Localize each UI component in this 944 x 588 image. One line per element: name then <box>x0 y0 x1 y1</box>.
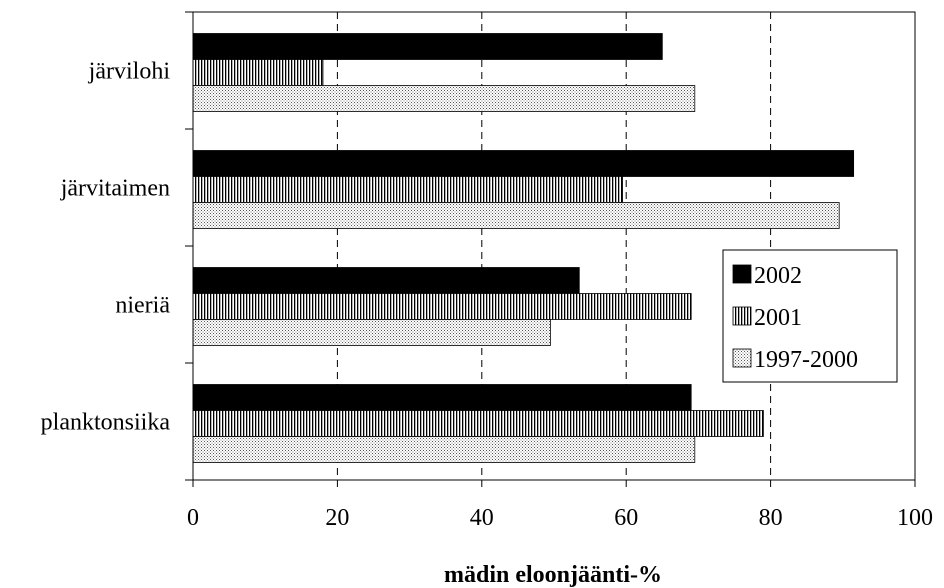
legend: 2002 2001 1997-2000 <box>722 249 898 383</box>
x-tick-label: 20 <box>325 505 349 531</box>
axes <box>185 11 916 487</box>
bar-2001-planktonsiika <box>192 410 764 437</box>
bar-1997-2000-järvilohi <box>192 85 696 112</box>
legend-box <box>722 249 898 383</box>
legend-label-2001: 2001 <box>754 305 802 331</box>
bar-2001-järvitaimen <box>192 176 623 203</box>
bars <box>192 33 855 463</box>
bar-2002-planktonsiika <box>192 384 692 411</box>
x-tick-labels: 0 20 40 60 80 100 <box>187 505 933 531</box>
bar-1997-2000-nieriä <box>192 319 551 346</box>
legend-label-1997-2000: 1997-2000 <box>754 347 858 373</box>
category-label: järvitaimen <box>60 176 170 202</box>
legend-swatch-2001 <box>732 306 752 326</box>
category-labels: järvilohi järvitaimen nieriä planktonsiika <box>41 59 171 436</box>
bar-1997-2000-planktonsiika <box>192 436 696 463</box>
x-tick-label: 60 <box>614 505 638 531</box>
legend-swatch-1997-2000 <box>732 348 752 368</box>
x-axis-title: mädin eloonjäänti-% <box>444 562 662 588</box>
legend-label-2002: 2002 <box>754 263 802 289</box>
category-label: järvilohi <box>88 59 171 85</box>
x-tick-label: 100 <box>897 505 933 531</box>
category-label: planktonsiika <box>41 410 171 436</box>
category-label: nieriä <box>115 293 170 319</box>
x-tick-label: 40 <box>470 505 494 531</box>
bar-2002-nieriä <box>192 267 580 294</box>
bar-1997-2000-järvitaimen <box>192 202 840 229</box>
x-tick-label: 80 <box>759 505 783 531</box>
x-tick-label: 0 <box>187 505 199 531</box>
legend-swatch-2002 <box>732 264 752 284</box>
bar-2001-nieriä <box>192 293 692 320</box>
bar-2002-järvitaimen <box>192 150 855 177</box>
bar-2001-järvilohi <box>192 59 324 86</box>
bar-2002-järvilohi <box>192 33 663 60</box>
